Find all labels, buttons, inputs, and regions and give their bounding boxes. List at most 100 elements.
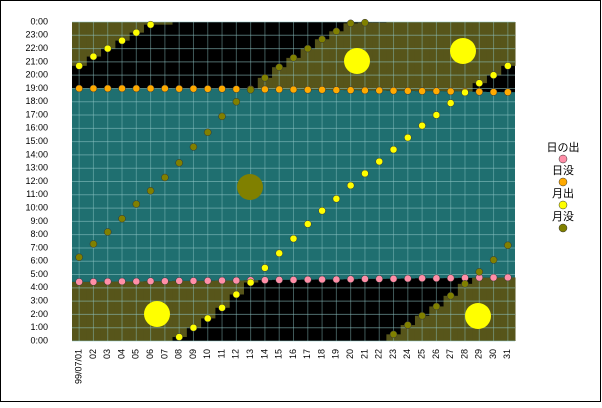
- marker: [189, 277, 198, 285]
- x-tick-label: 99/07/01: [74, 349, 84, 384]
- marker: [389, 275, 398, 283]
- marker: [432, 274, 441, 283]
- marker: [346, 19, 355, 28]
- marker: [175, 159, 183, 167]
- marker: [361, 275, 369, 283]
- x-tick-label: 05: [131, 349, 141, 359]
- marker: [132, 277, 141, 286]
- marker: [404, 274, 412, 283]
- x-tick-label: 13: [245, 349, 255, 359]
- marker: [289, 54, 298, 62]
- marker: [432, 111, 441, 119]
- legend-label: 月没: [552, 210, 574, 223]
- x-tick-label: 09: [188, 349, 198, 359]
- moon-phase: [344, 48, 370, 74]
- marker: [103, 44, 112, 53]
- legend-marker: [558, 154, 568, 164]
- x-tick-label: 16: [288, 349, 298, 359]
- legend-label: 日没: [552, 164, 574, 177]
- marker: [304, 220, 312, 228]
- moon-up-shade: [400, 22, 416, 91]
- y-tick-label: 15:00: [25, 136, 48, 146]
- marker: [204, 277, 212, 285]
- moon-up-shade: [272, 67, 287, 90]
- marker: [332, 86, 341, 94]
- marker: [275, 85, 283, 94]
- marker: [232, 98, 241, 106]
- marker: [432, 87, 441, 95]
- marker: [103, 84, 112, 93]
- marker: [361, 86, 369, 95]
- marker: [232, 85, 241, 93]
- marker: [161, 84, 169, 93]
- moon-up-shade: [443, 22, 459, 92]
- x-tick-label: 29: [474, 349, 484, 359]
- marker: [318, 35, 326, 44]
- x-tick-label: 06: [145, 349, 155, 359]
- marker: [318, 86, 326, 94]
- x-tick-label: 19: [331, 349, 341, 359]
- y-tick-label: 4:00: [30, 282, 48, 292]
- marker: [132, 200, 141, 208]
- marker: [404, 133, 412, 142]
- marker: [75, 253, 83, 262]
- marker: [318, 275, 326, 284]
- y-tick-label: 3:00: [30, 296, 48, 306]
- moon-phase: [237, 174, 263, 200]
- y-tick-label: 11:00: [26, 189, 48, 199]
- marker: [389, 86, 398, 95]
- x-tick-label: 28: [459, 349, 469, 359]
- x-tick-label: 14: [259, 349, 269, 359]
- y-tick-label: 1:00: [30, 322, 48, 332]
- y-tick-label: 18:00: [25, 96, 48, 106]
- moon-up-shade: [386, 22, 402, 91]
- marker: [189, 143, 198, 151]
- moon-up-shade: [314, 39, 330, 90]
- moon-up-shade: [172, 280, 187, 338]
- x-tick-label: 11: [216, 349, 226, 358]
- marker: [75, 84, 83, 93]
- marker: [304, 275, 312, 284]
- marker: [361, 169, 369, 178]
- x-tick-label: 22: [374, 349, 384, 359]
- moon-up-shade: [129, 281, 144, 341]
- moon-up-shade: [429, 306, 445, 341]
- marker: [103, 228, 112, 236]
- x-tick-label: 18: [316, 349, 326, 359]
- marker: [361, 18, 369, 27]
- marker: [332, 27, 341, 36]
- marker: [418, 87, 426, 95]
- moon-up-shade: [414, 315, 430, 341]
- moon-phase: [450, 38, 476, 64]
- x-tick-label: 24: [402, 349, 412, 359]
- moon-up-shade: [457, 283, 473, 341]
- x-tick-label: 25: [416, 349, 426, 359]
- marker: [204, 128, 212, 137]
- marker: [375, 86, 383, 95]
- marker: [89, 52, 98, 61]
- marker: [232, 290, 241, 299]
- moon-up-shade: [86, 22, 102, 57]
- marker: [504, 273, 512, 282]
- marker: [489, 88, 498, 96]
- x-tick-label: 23: [388, 349, 398, 359]
- legend-marker: [558, 200, 568, 210]
- marker: [418, 311, 426, 320]
- x-tick-label: 17: [302, 349, 312, 359]
- marker: [132, 28, 141, 37]
- x-tick-label: 20: [345, 349, 355, 359]
- moon-up-shade: [257, 77, 273, 90]
- x-tick-label: 10: [202, 349, 212, 359]
- moon-up-shade: [400, 325, 416, 341]
- moon-phase: [144, 301, 170, 327]
- legend-marker: [558, 177, 568, 187]
- y-tick-label: 10:00: [25, 202, 48, 212]
- marker: [461, 280, 469, 288]
- marker: [275, 276, 283, 284]
- moon-up-shade: [157, 22, 173, 25]
- marker: [146, 20, 155, 29]
- marker: [489, 71, 498, 79]
- marker: [232, 276, 241, 285]
- marker: [504, 62, 512, 70]
